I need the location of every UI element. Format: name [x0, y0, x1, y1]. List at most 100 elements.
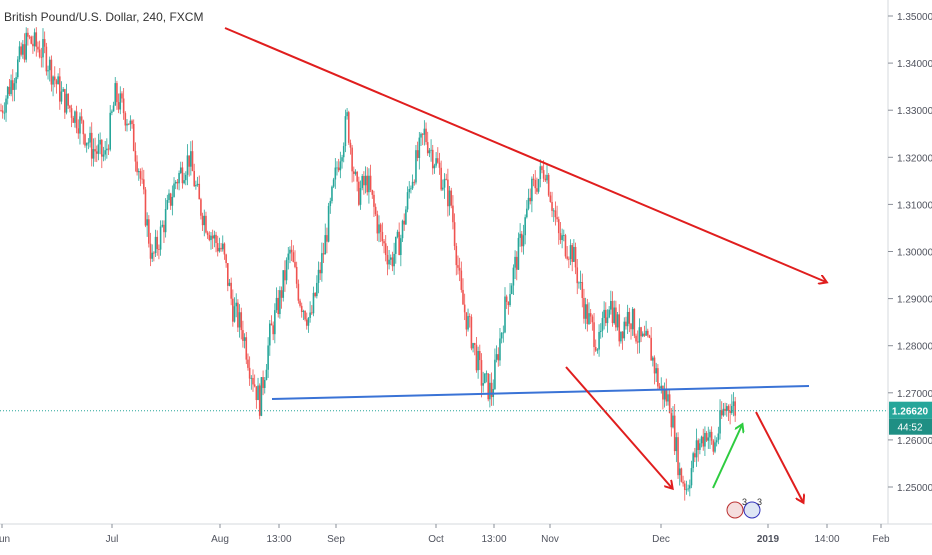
candle-body — [447, 179, 449, 207]
candle-body — [504, 296, 506, 333]
uk-flag-icon[interactable] — [726, 501, 744, 519]
candle-body — [453, 222, 456, 246]
candle-body — [660, 385, 663, 389]
candle-body — [368, 175, 370, 193]
candle-body — [274, 310, 276, 335]
candle-body — [534, 179, 537, 189]
candle-body — [307, 317, 310, 326]
candle-body — [687, 488, 689, 490]
down-arrow-projection-2[interactable] — [755, 411, 803, 502]
candle-body — [697, 440, 699, 451]
candle-body — [35, 32, 38, 47]
drawings-layer[interactable] — [224, 27, 826, 502]
down-arrow-projection-1[interactable] — [565, 366, 672, 488]
candle-body — [326, 235, 328, 242]
candle-body — [715, 440, 718, 443]
candle-body — [423, 128, 426, 135]
candle-body — [529, 197, 531, 202]
candle-body — [245, 337, 248, 360]
price-axis[interactable]: 1.35000 1.34000 1.33000 1.32000 1.31000 1.300… — [887, 0, 932, 524]
candle-body — [475, 344, 478, 371]
candle-body — [512, 267, 515, 286]
candle-body — [366, 175, 369, 193]
time-axis[interactable]: Jun Jul Aug 13:00 Sep Oct 13:00 Nov Dec 2019 14:00… — [0, 523, 932, 545]
us-flag-icon[interactable] — [743, 501, 761, 519]
candle-body — [265, 369, 268, 381]
candle-body — [677, 437, 679, 476]
candle-body — [416, 150, 419, 158]
symbol-interval: 240 — [142, 10, 163, 24]
candle-body — [42, 39, 44, 58]
candle-body — [316, 282, 318, 297]
candle-body — [22, 44, 24, 55]
candle-body — [598, 331, 600, 350]
candle-body — [369, 175, 372, 190]
candle-body — [43, 39, 46, 47]
candle-body — [437, 158, 439, 163]
candle-body — [122, 98, 125, 114]
candle-body — [272, 325, 274, 335]
candle-body — [479, 351, 481, 361]
candle-body — [327, 206, 330, 242]
candle-body — [663, 389, 666, 400]
candle-body — [196, 183, 199, 186]
candle-body — [33, 32, 36, 47]
candle-body — [131, 120, 133, 125]
candle-body — [6, 86, 9, 99]
candle-body — [435, 158, 437, 166]
candle-body — [238, 312, 241, 328]
candle-body — [541, 166, 543, 171]
resistance-trendline[interactable] — [224, 27, 826, 282]
candle-body — [211, 235, 214, 239]
candle-body — [104, 150, 106, 155]
candle-body — [99, 139, 101, 145]
candle-body — [428, 150, 431, 154]
time-tick-label: Oct — [428, 534, 444, 545]
candle-body — [69, 105, 71, 109]
candle-body — [482, 383, 484, 386]
candle-body — [480, 360, 483, 386]
candle-body — [129, 120, 132, 125]
candle-body — [556, 217, 558, 220]
candle-body — [470, 316, 473, 349]
candle-body — [154, 236, 157, 254]
candle-body — [643, 333, 646, 336]
candle-body — [364, 175, 367, 186]
candle-body — [450, 190, 453, 206]
candle-body — [300, 305, 303, 312]
candle-body — [255, 386, 258, 401]
candle-body — [153, 252, 155, 254]
candle-body — [445, 178, 447, 180]
candle-body — [442, 187, 444, 190]
candle-body — [601, 317, 604, 331]
candle-body — [339, 161, 342, 171]
candle-body — [472, 343, 474, 349]
candle-body — [455, 245, 458, 266]
candle-body — [284, 270, 286, 281]
candle-body — [712, 440, 715, 452]
candle-body — [732, 401, 735, 406]
candle-body — [531, 178, 533, 202]
candle-body — [114, 83, 117, 106]
up-arrow-projection[interactable] — [712, 425, 742, 489]
candle-body — [497, 354, 500, 361]
candle-body — [645, 330, 647, 336]
support-line[interactable] — [271, 385, 810, 400]
candle-body — [386, 255, 389, 265]
candle-body — [174, 181, 177, 184]
candle-body — [299, 300, 301, 306]
candle-body — [371, 189, 374, 195]
candle-body — [720, 410, 723, 416]
time-tick-label: 14:00 — [814, 534, 839, 545]
candle-body — [722, 408, 725, 416]
candle-body — [124, 113, 127, 126]
candle-body — [191, 151, 194, 172]
candle-body — [0, 110, 2, 111]
candle-body — [111, 111, 113, 113]
candle-body — [302, 310, 305, 312]
candle-body — [94, 149, 96, 152]
candle-body — [552, 210, 555, 212]
candle-body — [287, 253, 290, 260]
